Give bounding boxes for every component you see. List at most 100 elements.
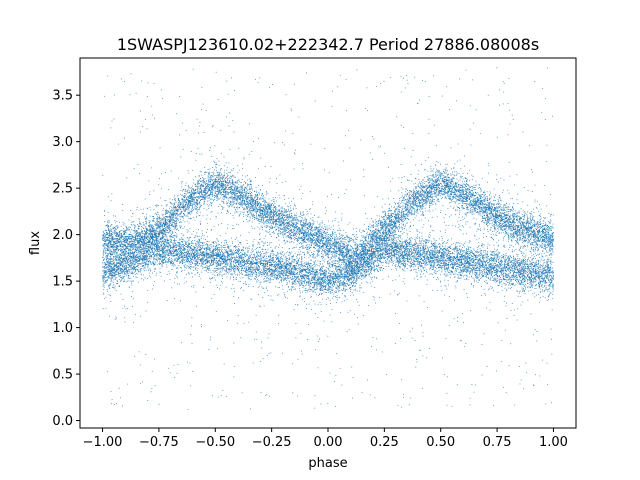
data-point [263,198,265,200]
data-point [135,225,137,227]
data-point [273,204,274,206]
data-point [484,211,485,213]
data-point [251,217,253,219]
data-point [203,254,204,256]
data-point [132,230,134,232]
data-point [238,262,240,264]
data-point [276,178,277,179]
data-point [238,191,240,192]
data-point [102,174,104,176]
data-point [390,230,392,232]
data-point [479,198,481,200]
data-point [469,179,471,181]
data-point [387,259,389,261]
data-point [185,207,187,209]
data-point [119,237,121,239]
data-point [275,259,277,261]
data-point [327,277,329,279]
data-point [287,235,288,237]
data-point [177,283,178,285]
data-point [291,288,293,290]
data-point [428,220,429,222]
data-point [511,229,513,231]
data-point [478,263,480,265]
data-point [300,271,302,273]
data-point [295,276,297,278]
data-point [467,184,469,186]
data-point [168,242,169,243]
data-point [145,261,147,263]
data-point [199,189,201,191]
data-point [310,227,312,229]
data-point [481,344,483,345]
data-point [506,218,508,220]
data-point [216,258,217,259]
data-point [198,196,200,198]
data-point [119,234,121,236]
data-point [302,168,304,170]
data-point [420,268,422,270]
data-point [510,260,512,262]
data-point [177,364,179,365]
data-point [302,269,304,270]
data-point [138,232,140,234]
data-point [374,206,376,208]
data-point [541,112,543,114]
data-point [137,238,138,240]
data-point [127,262,129,263]
data-point [447,174,448,176]
data-point [176,251,178,253]
data-point [527,221,529,223]
data-point [265,210,267,212]
data-point [262,211,264,213]
data-point [483,227,485,229]
data-point [530,270,531,271]
data-point [535,240,537,242]
data-point [451,189,453,191]
data-point [343,160,344,162]
data-point [338,273,339,275]
data-point [266,212,268,214]
data-point [290,207,291,209]
data-point [391,260,393,262]
data-point [199,256,200,258]
data-point [502,271,504,273]
data-point [519,247,521,249]
data-point [465,241,467,243]
data-point [548,279,550,281]
data-point [274,269,276,270]
data-point [162,259,164,260]
data-point [116,234,117,236]
data-point [490,227,492,229]
data-point [211,262,213,264]
data-point [373,263,374,265]
data-point [254,253,256,255]
data-point [199,183,200,185]
data-point [145,221,147,223]
data-point [502,218,504,220]
data-point [358,267,360,269]
data-point [429,202,431,204]
data-point [350,262,352,264]
data-point [512,213,514,215]
data-point [318,250,319,252]
data-point [355,274,357,276]
data-point [282,222,284,224]
data-point [248,184,249,186]
data-point [417,230,419,232]
data-point [425,242,426,243]
data-point [109,268,110,270]
data-point [210,259,212,261]
data-point [286,222,288,224]
data-point [331,321,333,323]
data-point [292,283,294,285]
data-point [225,256,226,258]
data-point [306,249,307,250]
data-point [334,239,336,241]
data-point [448,173,450,175]
data-point [433,177,435,179]
data-point [112,275,114,277]
data-point [538,271,539,272]
data-point [246,261,248,262]
data-point [174,223,176,224]
